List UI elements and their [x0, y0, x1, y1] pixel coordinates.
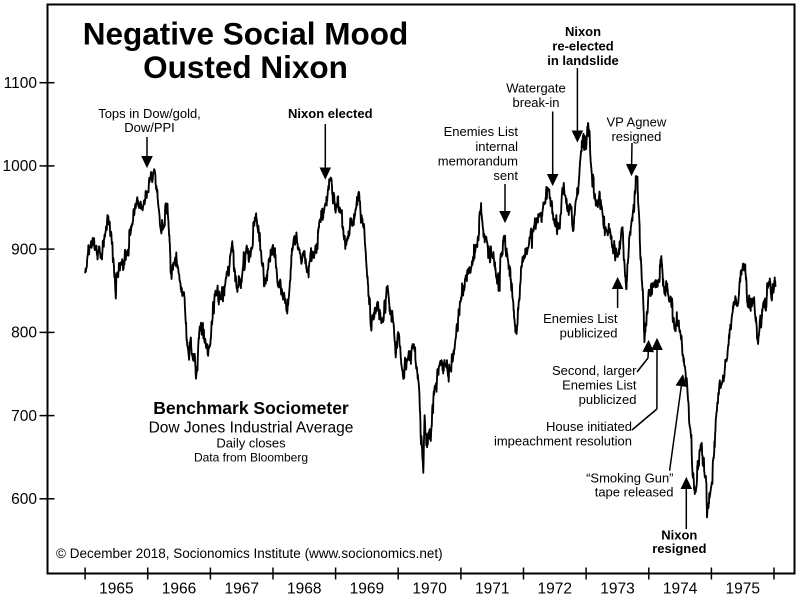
- svg-text:“Smoking Gun”: “Smoking Gun”: [586, 471, 673, 486]
- svg-text:Enemies List: Enemies List: [562, 378, 637, 393]
- svg-text:Second, larger: Second, larger: [552, 363, 637, 378]
- svg-text:resigned: resigned: [652, 541, 706, 556]
- svg-text:Nixon: Nixon: [661, 528, 697, 543]
- svg-text:re-elected: re-elected: [552, 39, 613, 54]
- svg-text:Dow/PPI: Dow/PPI: [124, 120, 175, 135]
- svg-text:700: 700: [11, 408, 37, 425]
- svg-text:break-in: break-in: [513, 95, 560, 110]
- svg-text:resigned: resigned: [611, 129, 661, 144]
- svg-text:in landslide: in landslide: [547, 53, 619, 68]
- svg-text:Data from Bloomberg: Data from Bloomberg: [194, 451, 308, 465]
- svg-text:Tops in Dow/gold,: Tops in Dow/gold,: [98, 106, 201, 121]
- svg-text:1967: 1967: [224, 581, 258, 595]
- svg-text:House initiated: House initiated: [546, 419, 632, 434]
- svg-text:1000: 1000: [3, 158, 38, 175]
- svg-text:tape released: tape released: [595, 485, 674, 500]
- svg-text:1972: 1972: [538, 581, 572, 595]
- svg-text:Enemies List: Enemies List: [444, 124, 519, 139]
- svg-text:memorandum: memorandum: [438, 153, 518, 168]
- svg-text:Enemies List: Enemies List: [543, 311, 618, 326]
- svg-text:internal: internal: [475, 139, 518, 154]
- svg-text:1971: 1971: [475, 581, 509, 595]
- svg-text:1966: 1966: [162, 581, 196, 595]
- svg-text:1100: 1100: [4, 75, 38, 92]
- svg-text:Ousted Nixon: Ousted Nixon: [143, 49, 348, 85]
- svg-text:sent: sent: [493, 168, 518, 183]
- svg-text:1970: 1970: [412, 581, 447, 595]
- svg-text:Benchmark Sociometer: Benchmark Sociometer: [153, 398, 349, 418]
- svg-text:900: 900: [11, 241, 37, 258]
- svg-text:Negative Social Mood: Negative Social Mood: [83, 15, 409, 51]
- svg-text:impeachment resolution: impeachment resolution: [494, 434, 632, 449]
- svg-text:1968: 1968: [287, 581, 321, 595]
- svg-text:600: 600: [11, 491, 37, 508]
- svg-text:Nixon elected: Nixon elected: [288, 106, 373, 121]
- svg-text:Nixon: Nixon: [565, 24, 601, 39]
- svg-text:Dow Jones Industrial Average: Dow Jones Industrial Average: [149, 420, 354, 437]
- svg-text:Watergate: Watergate: [506, 81, 566, 96]
- svg-text:1974: 1974: [663, 581, 698, 595]
- svg-text:publicized: publicized: [579, 392, 637, 407]
- svg-text:800: 800: [11, 325, 37, 342]
- svg-text:Daily closes: Daily closes: [216, 436, 286, 451]
- svg-text:VP Agnew: VP Agnew: [607, 115, 667, 130]
- svg-text:publicized: publicized: [560, 326, 618, 341]
- svg-text:1969: 1969: [350, 581, 384, 595]
- svg-text:1965: 1965: [99, 581, 133, 595]
- svg-text:1973: 1973: [600, 581, 634, 595]
- svg-text:© December 2018, Socionomics I: © December 2018, Socionomics Institute (…: [56, 546, 443, 561]
- svg-text:1975: 1975: [725, 581, 759, 595]
